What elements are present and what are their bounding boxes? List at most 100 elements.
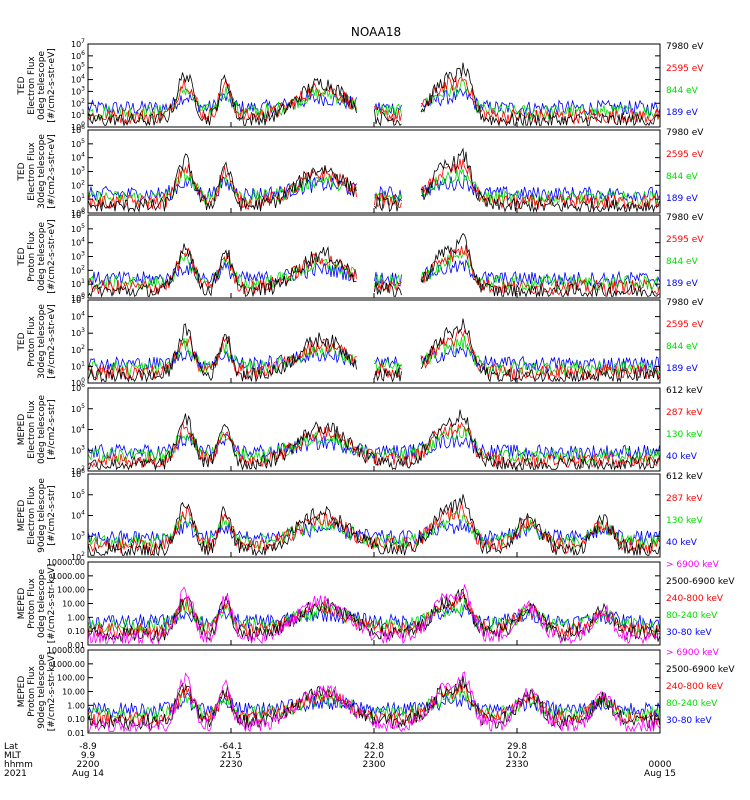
panel-3-ytick-label: 101 [71, 278, 85, 289]
panel-5-ytick-label: 103 [71, 444, 85, 455]
panel-2-frame [87, 129, 661, 214]
panel-6-ytick-label: 105 [71, 489, 85, 500]
panel-4-ytick-label: 100 [71, 377, 85, 388]
panel-3-ytick-label: 105 [71, 223, 85, 234]
panel-5-ytick-label: 105 [71, 403, 85, 414]
legend-entry: 189 eV [666, 194, 699, 204]
legend-entry: 7980 eV [666, 42, 704, 52]
legend-entry: 80-240 keV [666, 699, 718, 709]
panel-8-series-1 [88, 671, 660, 733]
panel-7-series-3 [88, 593, 660, 639]
panel-8-series-5 [88, 692, 660, 719]
panel-1-series-1 [88, 62, 660, 127]
x-tick-label: -64.1 [219, 742, 242, 752]
x-tick-label: 10.2 [507, 751, 527, 761]
panel-4-frame [87, 299, 661, 384]
panel-3-traces [88, 232, 660, 298]
panel-1-ytick-label: 106 [71, 50, 85, 61]
panel-8-series-2 [88, 675, 660, 732]
panel-4-ytick-label: 101 [71, 360, 85, 371]
panel-8-ytick-label: 0.01 [67, 729, 85, 738]
x-tick-label: Aug 14 [72, 769, 104, 779]
panel-7-ytick-label: 0.01 [67, 641, 85, 650]
legend-entry: 40 keV [666, 452, 698, 462]
panel-2-ylabel: TEDElectron Flux30deg telescope[#/cm2-s-… [17, 134, 57, 209]
panel-7-legend: > 6900 keV 2500-6900 keV 240-800 keV 80-240… [666, 560, 735, 638]
panel-6-traces [88, 494, 660, 557]
legend-entry: > 6900 keV [666, 560, 720, 570]
panel-7-ytick-label: 1000.00 [52, 572, 85, 581]
x-tick-label: 2300 [363, 760, 386, 770]
panel-4-ytick-label: 105 [71, 294, 85, 305]
x-row-label: MLT [4, 751, 22, 761]
legend-entry: 240-800 keV [666, 594, 724, 604]
panel-3-ytick-label: 102 [71, 264, 85, 275]
x-tick-label: 42.8 [364, 742, 384, 752]
panel-7: 10000.00 1000.00 100.00 10.00 1.00 0.10 0.01 ME… [17, 558, 735, 650]
panel-1-frame [87, 43, 661, 128]
legend-entry: 130 keV [666, 430, 703, 440]
x-tick-label: 22.0 [364, 751, 384, 761]
chart-title: NOAA18 [351, 25, 401, 39]
x-tick-label: 2330 [506, 760, 529, 770]
panel-1-ytick-label: 102 [71, 97, 85, 108]
x-axis-labels: Lat -8.9 -64.1 42.8 29.8 MLT 9.9 21.5 22.0 10.2 hh… [4, 122, 676, 779]
x-row-label: Lat [4, 742, 19, 752]
panel-2-ytick-label: 104 [71, 152, 85, 163]
panel-5-ytick-label: 104 [71, 424, 85, 435]
panel-5-traces [88, 409, 660, 471]
panel-4-series-4 [88, 345, 660, 373]
panel-5-ylabel: MEPEDElectron Flux0deg telescope[#/cm2-s… [17, 395, 57, 465]
legend-entry: 80-240 keV [666, 611, 718, 621]
panel-3-ytick-label: 104 [71, 237, 85, 248]
panel-6-ytick-label: 102 [71, 551, 85, 562]
panel-2: 106 105 104 103 102 101 100 TEDElectron Flux30d… [17, 124, 704, 218]
legend-entry: 7980 eV [666, 298, 704, 308]
panel-4-legend: 7980 eV 2595 eV 844 eV 189 eV [666, 298, 704, 374]
panel-7-ytick-label: 1.00 [67, 613, 85, 622]
legend-entry: 287 keV [666, 494, 703, 504]
legend-entry: 2500-6900 keV [666, 665, 735, 675]
legend-entry: 7980 eV [666, 128, 704, 138]
panel-7-traces [88, 583, 660, 645]
panel-2-series-1 [88, 147, 660, 213]
panel-1-ylabel: TEDElectron Flux0deg telescope[#/cm2-s-s… [17, 48, 57, 123]
legend-entry: 844 eV [666, 342, 699, 352]
panel-3-ytick-label: 100 [71, 292, 85, 303]
legend-entry: 612 keV [666, 472, 703, 482]
x-tick-label: -8.9 [79, 742, 97, 752]
legend-entry: 2595 eV [666, 235, 704, 245]
panel-3-legend: 7980 eV 2595 eV 844 eV 189 eV [666, 213, 704, 289]
panel-2-ytick-label: 103 [71, 166, 85, 177]
panel-1-series-2 [88, 75, 660, 126]
panel-7-ytick-label: 100.00 [57, 586, 85, 595]
panel-6-ytick-label: 104 [71, 510, 85, 521]
legend-entry: 2500-6900 keV [666, 577, 735, 587]
legend-entry: 130 keV [666, 516, 703, 526]
panel-6-series-1 [88, 494, 660, 557]
panel-6-ylabel: MEPEDElectron Flux90deg telescope[#/cm2-… [17, 478, 57, 553]
panel-1-ytick-label: 107 [71, 38, 85, 49]
panel-5: 106 105 104 103 102 MEPEDElectron Flux0deg te… [17, 382, 703, 476]
x-tick-label: Aug 15 [644, 769, 676, 779]
panel-1-traces [88, 62, 660, 127]
panel-2-legend: 7980 eV 2595 eV 844 eV 189 eV [666, 128, 704, 204]
panel-5-ytick-label: 102 [71, 465, 85, 476]
legend-entry: 30-80 keV [666, 716, 712, 726]
panel-6-legend: 612 keV 287 keV 130 keV 40 keV [666, 472, 703, 548]
panel-2-ytick-label: 101 [71, 193, 85, 204]
legend-entry: 189 eV [666, 108, 699, 118]
panel-7-series-1 [88, 583, 660, 645]
panel-1-ytick-label: 104 [71, 74, 85, 85]
x-tick-label: 9.9 [81, 751, 96, 761]
panel-8-ytick-label: 1.00 [67, 701, 85, 710]
panel-8-ytick-label: 1000.00 [52, 660, 85, 669]
legend-entry: 40 keV [666, 538, 698, 548]
panel-3-ytick-label: 103 [71, 251, 85, 262]
panel-5-series-1 [88, 409, 660, 471]
panel-7-ylabel: MEPEDProton Flux0deg telescope[#/cm2-s-s… [17, 564, 57, 643]
legend-entry: 844 eV [666, 257, 699, 267]
legend-entry: 240-800 keV [666, 682, 724, 692]
x-tick-label: 2230 [220, 760, 243, 770]
